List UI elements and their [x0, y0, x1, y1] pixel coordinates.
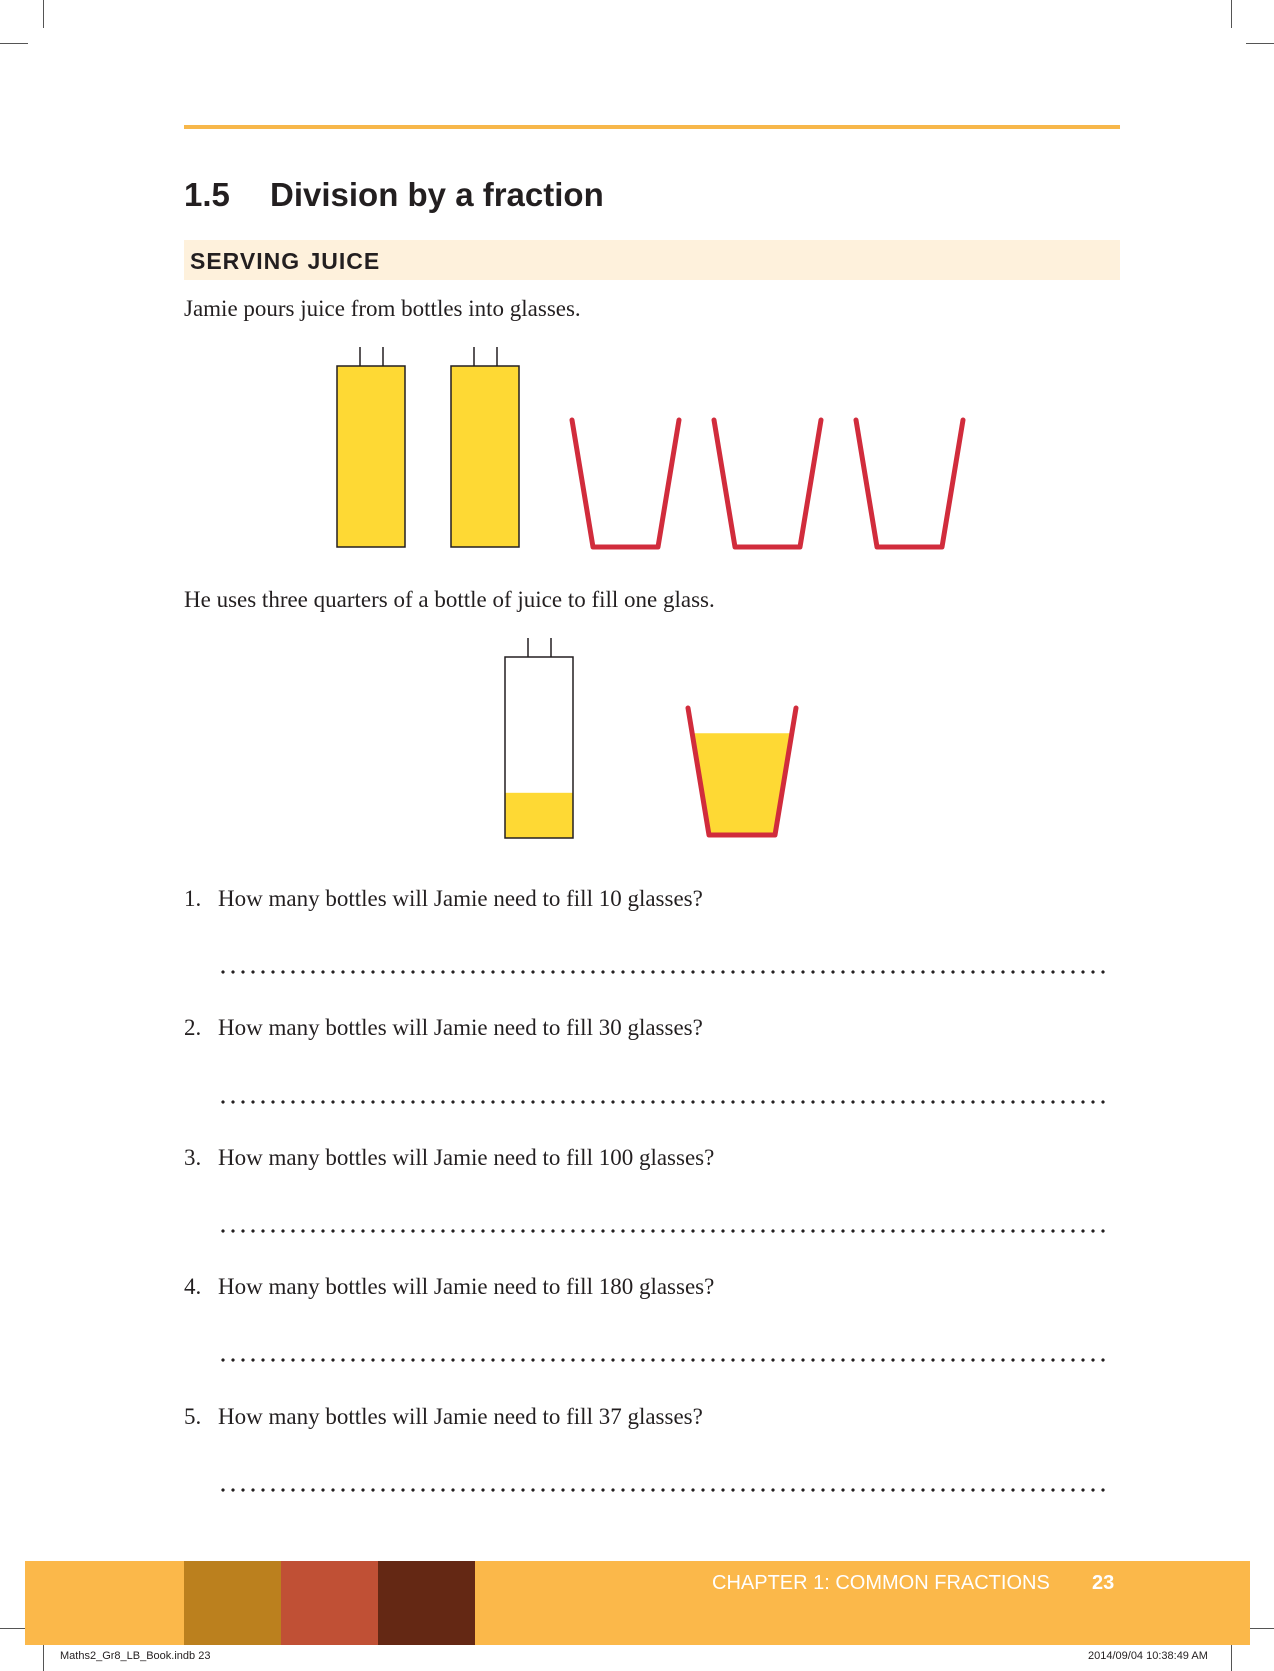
answer-line[interactable] [218, 970, 1110, 974]
subheading: SERVING JUICE [190, 248, 381, 274]
question-text: How many bottles will Jamie need to fill… [218, 886, 703, 911]
crop-mark [43, 0, 44, 28]
file-slug: Maths2_Gr8_LB_Book.indb 23 [60, 1650, 211, 1662]
print-timestamp: 2014/09/04 10:38:49 AM [1088, 1650, 1208, 1662]
question-text: How many bottles will Jamie need to fill… [218, 1274, 715, 1299]
subheading-bar [184, 240, 1120, 280]
question-number: 2. [184, 1015, 202, 1040]
glass-icon [853, 417, 966, 550]
bottles-and-glasses-illustration [336, 347, 966, 550]
glass-icon [711, 417, 824, 550]
page-number: 23 [1092, 1572, 1115, 1594]
glass-icon [569, 417, 682, 550]
bottle-icon [504, 638, 574, 839]
bottle-icon [450, 347, 520, 548]
crop-mark [1231, 1643, 1232, 1671]
crop-mark [1231, 0, 1232, 28]
crop-mark [0, 1628, 28, 1629]
answer-line[interactable] [218, 1229, 1110, 1233]
answer-line[interactable] [218, 1358, 1110, 1362]
question-text: How many bottles will Jamie need to fill… [218, 1015, 703, 1040]
chapter-label: CHAPTER 1: COMMON FRACTIONS [712, 1572, 1050, 1594]
crop-mark [43, 1643, 44, 1671]
question-number: 5. [184, 1404, 202, 1429]
statement-text: He uses three quarters of a bottle of ju… [184, 587, 715, 612]
section-title: Division by a fraction [270, 176, 604, 213]
intro-text: Jamie pours juice from bottles into glas… [184, 296, 581, 321]
crop-mark [1246, 43, 1274, 44]
crop-mark [1246, 1628, 1274, 1629]
footer-swatch [378, 1561, 475, 1645]
bottle-icon [336, 347, 406, 548]
question-text: How many bottles will Jamie need to fill… [218, 1404, 703, 1429]
section-heading: 1.5 Division by a fraction [184, 176, 604, 214]
question-number: 3. [184, 1145, 202, 1170]
section-number: 1.5 [184, 176, 230, 213]
bottle-and-glass-illustration [504, 638, 799, 839]
glass-icon [685, 705, 799, 838]
question-number: 4. [184, 1274, 202, 1299]
answer-line[interactable] [218, 1488, 1110, 1492]
answer-line[interactable] [218, 1100, 1110, 1104]
crop-mark [0, 43, 28, 44]
footer-swatch [184, 1561, 281, 1645]
top-rule [184, 125, 1120, 129]
question-text: How many bottles will Jamie need to fill… [218, 1145, 715, 1170]
question-number: 1. [184, 886, 202, 911]
footer-swatch [281, 1561, 378, 1645]
